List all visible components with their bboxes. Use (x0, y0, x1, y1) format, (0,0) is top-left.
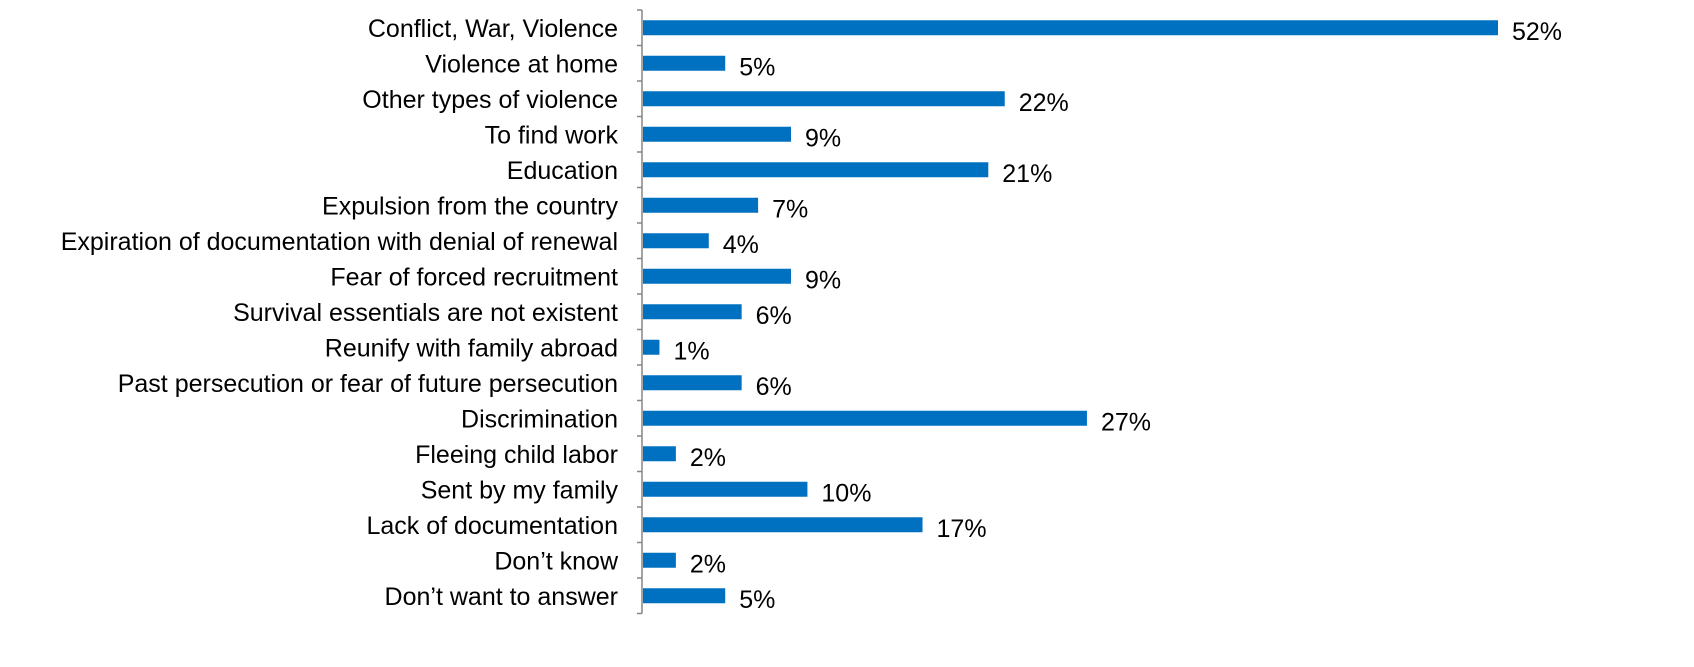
bar (643, 552, 676, 568)
bar (643, 481, 808, 497)
value-label: 21% (1002, 160, 1052, 188)
bar (643, 91, 1005, 107)
bar (643, 375, 742, 391)
value-label: 27% (1101, 408, 1151, 436)
value-label: 9% (805, 124, 841, 152)
bar (643, 20, 1498, 36)
bar (643, 55, 726, 71)
value-label: 2% (690, 444, 726, 472)
category-label: Other types of violence (362, 86, 618, 114)
category-label: Don’t want to answer (385, 583, 618, 611)
bar (643, 126, 791, 142)
bar (643, 339, 660, 355)
category-label: Survival essentials are not existent (233, 299, 618, 327)
value-label: 4% (723, 231, 759, 259)
category-label: Fleeing child labor (415, 441, 618, 469)
value-label: 7% (772, 195, 808, 223)
bar (643, 517, 923, 533)
value-label: 2% (690, 550, 726, 578)
bar (643, 588, 726, 604)
category-label: Lack of documentation (366, 512, 618, 540)
value-label: 52% (1512, 18, 1562, 46)
category-axis (637, 9, 643, 615)
bars-group (643, 20, 1498, 604)
value-label: 9% (805, 266, 841, 294)
value-label: 5% (739, 586, 775, 614)
category-label: Education (507, 157, 618, 185)
bar (643, 162, 989, 178)
value-label: 17% (937, 515, 987, 543)
bar (643, 233, 709, 249)
value-label: 10% (821, 479, 871, 507)
category-label: Expiration of documentation with denial … (61, 228, 618, 256)
bar (643, 268, 791, 284)
category-label: Sent by my family (421, 476, 619, 504)
value-label: 6% (756, 373, 792, 401)
value-label: 22% (1019, 89, 1069, 117)
value-label: 5% (739, 53, 775, 81)
bar (643, 446, 676, 462)
category-label: Fear of forced recruitment (330, 263, 618, 291)
bar (643, 410, 1087, 426)
value-label: 6% (756, 302, 792, 330)
bar (643, 197, 759, 213)
category-labels-group: Conflict, War, Violence Violence at home O… (61, 15, 619, 611)
category-label: Past persecution or fear of future perse… (118, 370, 618, 398)
category-label: Expulsion from the country (322, 192, 618, 220)
value-labels-group: 52% 5% 22% 9% 21% 7% 4% 9% 6% 1% 6% 27% 2% 10% 17% 2% 5% (673, 18, 1562, 614)
bar (643, 304, 742, 320)
category-label: Violence at home (425, 50, 618, 78)
category-label: Discrimination (461, 405, 618, 433)
value-label: 1% (673, 337, 709, 365)
category-label: To find work (485, 121, 619, 149)
category-label: Don’t know (494, 547, 619, 575)
category-label: Conflict, War, Violence (368, 15, 618, 43)
category-label: Reunify with family abroad (325, 334, 618, 362)
